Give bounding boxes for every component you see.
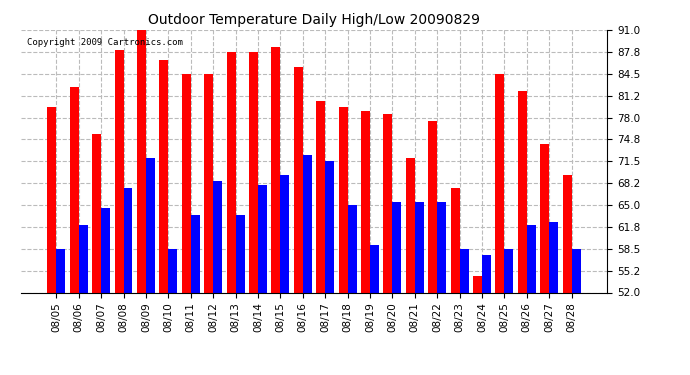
Title: Outdoor Temperature Daily High/Low 20090829: Outdoor Temperature Daily High/Low 20090… (148, 13, 480, 27)
Bar (437, 202, 446, 292)
Bar (406, 158, 415, 292)
Bar (451, 188, 460, 292)
Bar (271, 47, 280, 292)
Bar (526, 225, 535, 292)
Bar (495, 74, 504, 292)
Bar (92, 134, 101, 292)
Bar (504, 249, 513, 292)
Bar (348, 205, 357, 292)
Bar (325, 161, 334, 292)
Bar (124, 188, 132, 292)
Bar (48, 107, 57, 292)
Text: Copyright 2009 Cartronics.com: Copyright 2009 Cartronics.com (26, 38, 182, 47)
Bar (101, 209, 110, 292)
Bar (226, 51, 235, 292)
Bar (294, 67, 303, 292)
Bar (361, 111, 370, 292)
Bar (393, 202, 402, 292)
Bar (280, 175, 289, 292)
Bar (370, 245, 379, 292)
Bar (146, 158, 155, 292)
Bar (181, 74, 190, 292)
Bar (235, 215, 244, 292)
Bar (415, 202, 424, 292)
Bar (460, 249, 469, 292)
Bar (79, 225, 88, 292)
Bar (571, 249, 580, 292)
Bar (70, 87, 79, 292)
Bar (518, 91, 526, 292)
Bar (57, 249, 66, 292)
Bar (473, 276, 482, 292)
Bar (316, 100, 325, 292)
Bar (115, 50, 124, 292)
Bar (540, 144, 549, 292)
Bar (258, 185, 267, 292)
Bar (168, 249, 177, 292)
Bar (249, 51, 258, 292)
Bar (384, 114, 393, 292)
Bar (303, 154, 312, 292)
Bar (339, 107, 348, 292)
Bar (482, 255, 491, 292)
Bar (190, 215, 199, 292)
Bar (549, 222, 558, 292)
Bar (213, 182, 222, 292)
Bar (562, 175, 571, 292)
Bar (159, 60, 168, 292)
Bar (137, 30, 146, 292)
Bar (428, 121, 437, 292)
Bar (204, 74, 213, 292)
